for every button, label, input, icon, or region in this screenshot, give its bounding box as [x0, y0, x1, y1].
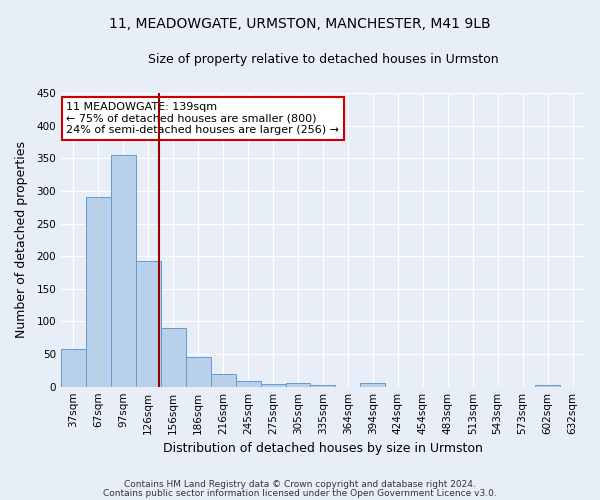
Bar	[286, 384, 310, 386]
Title: Size of property relative to detached houses in Urmston: Size of property relative to detached ho…	[148, 52, 498, 66]
Text: 11, MEADOWGATE, URMSTON, MANCHESTER, M41 9LB: 11, MEADOWGATE, URMSTON, MANCHESTER, M41…	[109, 18, 491, 32]
Text: Contains public sector information licensed under the Open Government Licence v3: Contains public sector information licen…	[103, 488, 497, 498]
Bar	[186, 356, 211, 386]
Bar	[310, 384, 335, 386]
Bar	[86, 198, 111, 386]
Bar	[161, 328, 186, 386]
Y-axis label: Number of detached properties: Number of detached properties	[15, 142, 28, 338]
Bar	[236, 381, 260, 386]
Text: 11 MEADOWGATE: 139sqm
← 75% of detached houses are smaller (800)
24% of semi-det: 11 MEADOWGATE: 139sqm ← 75% of detached …	[66, 102, 339, 135]
X-axis label: Distribution of detached houses by size in Urmston: Distribution of detached houses by size …	[163, 442, 483, 455]
Bar	[111, 155, 136, 386]
Bar	[260, 384, 286, 386]
Text: Contains HM Land Registry data © Crown copyright and database right 2024.: Contains HM Land Registry data © Crown c…	[124, 480, 476, 489]
Bar	[211, 374, 236, 386]
Bar	[136, 262, 161, 386]
Bar	[61, 349, 86, 387]
Bar	[361, 384, 385, 386]
Bar	[535, 384, 560, 386]
